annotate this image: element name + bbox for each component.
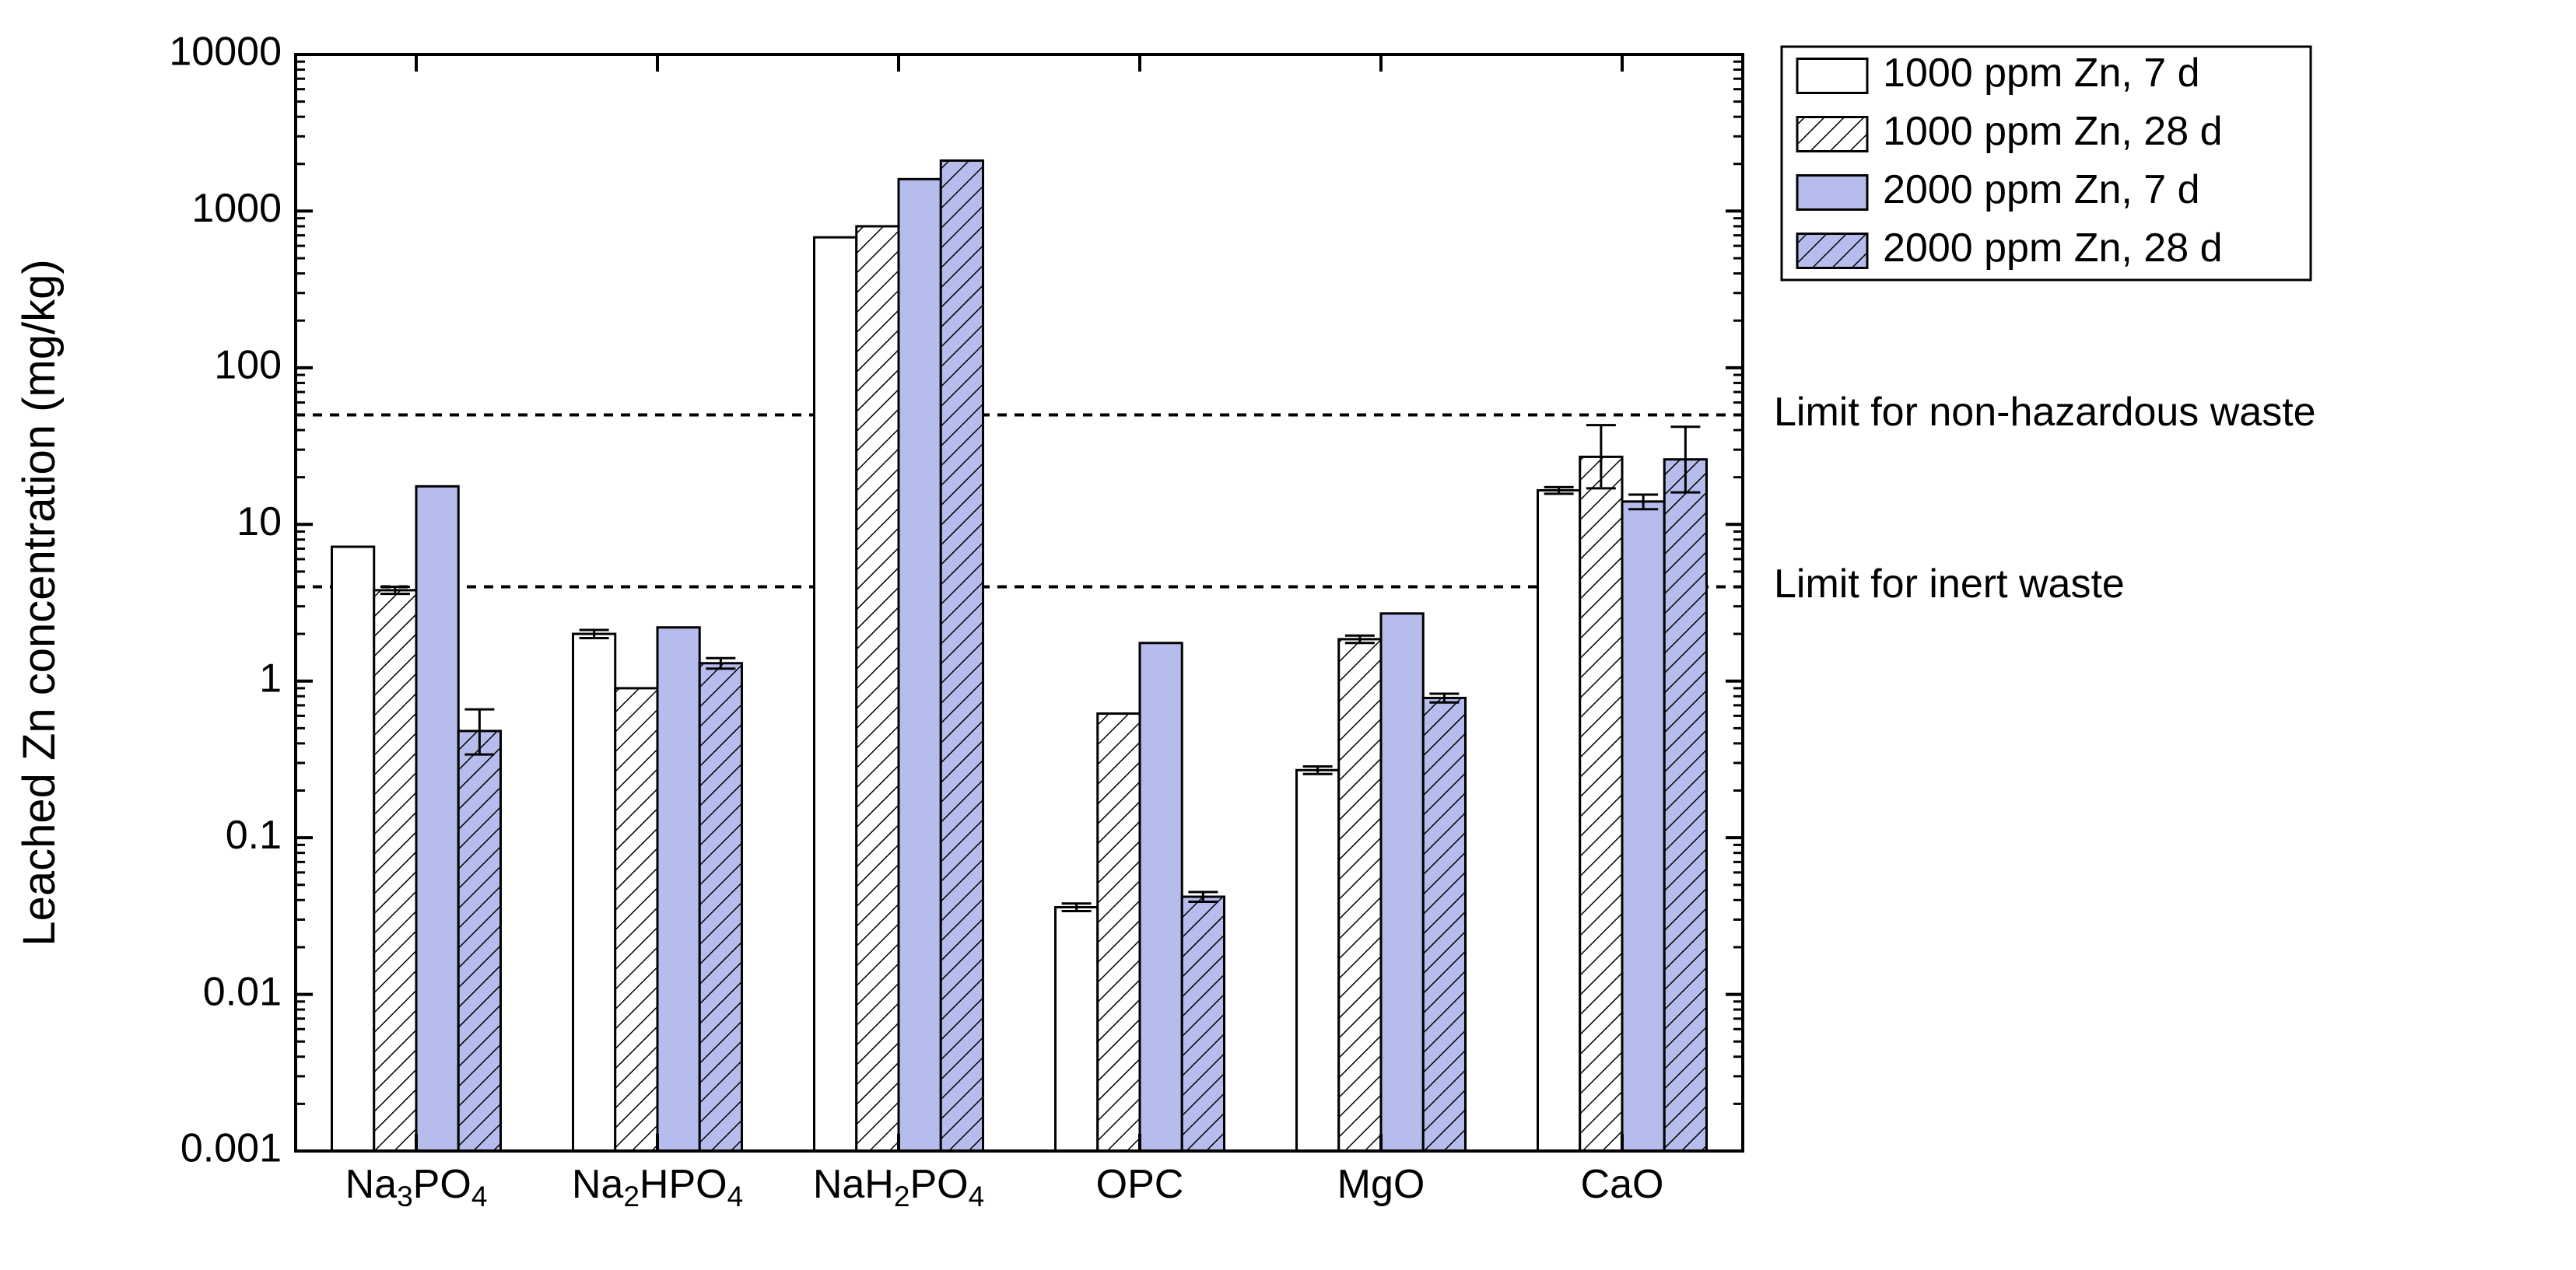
bar [332, 547, 374, 1151]
bar [1622, 502, 1664, 1151]
legend-swatch [1797, 59, 1867, 93]
bar [899, 179, 941, 1151]
bar [1538, 490, 1580, 1151]
legend-label: 1000 ppm Zn, 28 d [1883, 109, 2223, 154]
y-axis-title: Leached Zn concentration (mg/kg) [14, 259, 65, 946]
bar [1580, 457, 1622, 1151]
bar [1182, 897, 1224, 1151]
bar [1423, 698, 1465, 1151]
bar [1140, 643, 1182, 1151]
ref-line-label: Limit for non-hazardous waste [1774, 390, 2316, 435]
bar-chart: 0.001 0.01 0.1 1 10 100 1000 10000 Na3PO4 Na2HPO4… [0, 0, 2576, 1270]
x-category-label: OPC [1096, 1162, 1184, 1207]
x-category-label: Na3PO4 [345, 1162, 488, 1212]
bar [374, 590, 416, 1151]
y-tick-label: 0.1 [226, 813, 282, 858]
bar [1056, 908, 1098, 1151]
chart-container: 0.001 0.01 0.1 1 10 100 1000 10000 Na3PO4 Na2HPO4… [0, 0, 2576, 1270]
bar [941, 161, 983, 1151]
y-tick-label: 100 [214, 343, 282, 388]
bar [573, 634, 615, 1151]
x-category-label: MgO [1337, 1162, 1425, 1207]
y-tick-label: 0.01 [203, 969, 282, 1014]
bar [1297, 770, 1339, 1151]
bar [1339, 639, 1381, 1151]
x-category-label: CaO [1581, 1162, 1664, 1207]
legend-label: 2000 ppm Zn, 28 d [1883, 226, 2223, 271]
bar [699, 663, 741, 1151]
y-tick-label: 1 [259, 656, 282, 701]
bar [615, 688, 657, 1151]
bar [1381, 614, 1423, 1151]
bar [1098, 714, 1140, 1151]
bar [458, 731, 500, 1151]
bar [1664, 460, 1706, 1151]
bar [657, 628, 699, 1151]
ref-line-label: Limit for inert waste [1774, 562, 2125, 607]
legend-swatch [1797, 234, 1867, 268]
bar [857, 226, 899, 1151]
legend-label: 2000 ppm Zn, 7 d [1883, 167, 2200, 212]
x-category-label: Na2HPO4 [572, 1162, 743, 1212]
y-tick-label: 10 [237, 499, 282, 544]
legend-label: 1000 ppm Zn, 7 d [1883, 51, 2200, 96]
y-tick-label: 10000 [169, 30, 282, 75]
bar [416, 486, 458, 1151]
legend-swatch [1797, 117, 1867, 152]
bar [815, 237, 857, 1151]
legend: 1000 ppm Zn, 7 d 1000 ppm Zn, 28 d 2000 pp… [1782, 47, 2311, 280]
legend-swatch [1797, 176, 1867, 210]
y-tick-label: 0.001 [180, 1126, 282, 1171]
y-tick-label: 1000 [191, 186, 282, 231]
